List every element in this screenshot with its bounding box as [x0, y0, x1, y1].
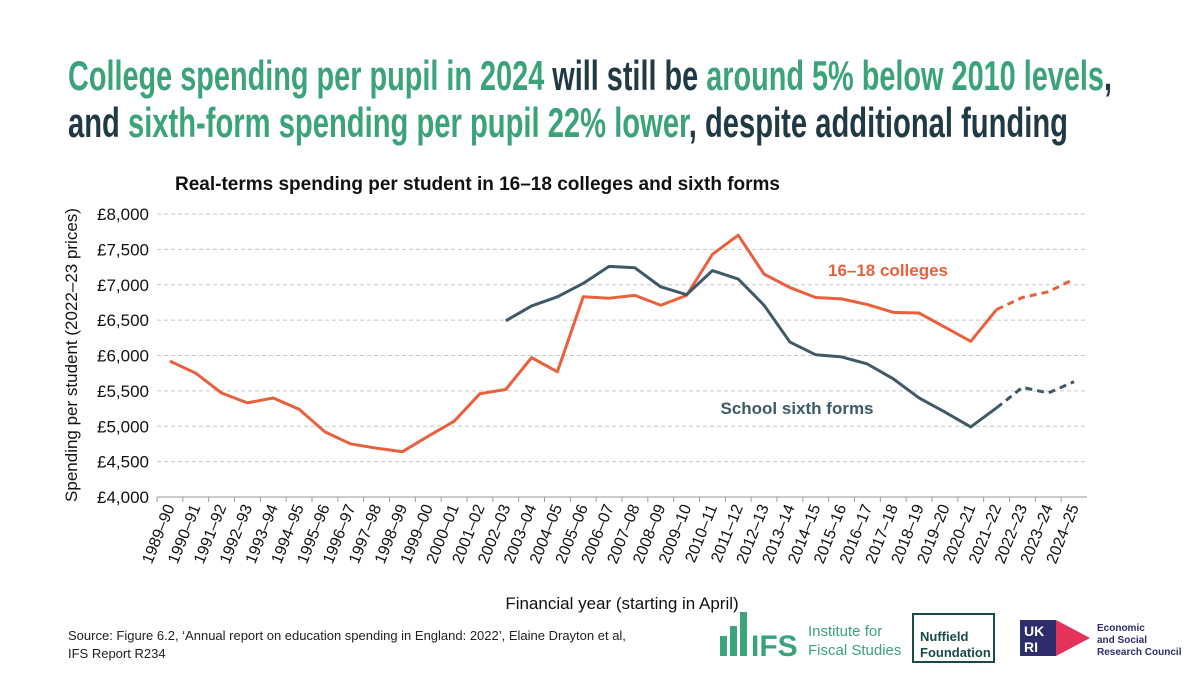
logo-shape	[1056, 620, 1090, 656]
projection-line	[995, 380, 1075, 410]
logo-text: Nuffield	[920, 629, 968, 644]
headline-segment: ,	[1104, 52, 1112, 99]
headline-segment: sixth-form spending per pupil 22% lower	[128, 99, 690, 146]
logo-text: Foundation	[920, 645, 991, 660]
logo-text: UK	[1024, 623, 1044, 639]
logo-text: Economic	[1097, 623, 1145, 634]
y-tick-label: £5,000	[97, 417, 149, 436]
headline-line: and sixth-form spending per pupil 22% lo…	[68, 99, 1068, 146]
logo-bar	[720, 636, 727, 656]
logo-text: Research Council	[1097, 647, 1182, 658]
logo-text: IFS	[751, 630, 798, 663]
logo-text: Institute for	[808, 623, 882, 640]
esrc-logo: UK RI Economic and Social Research Counc…	[1020, 620, 1182, 658]
x-axis-label: Financial year (starting in April)	[505, 594, 738, 613]
headline-segment: College spending per pupil in 2024	[68, 52, 545, 99]
logo-box	[1020, 620, 1056, 656]
y-tick-label: £7,000	[97, 276, 149, 295]
projection-line	[995, 277, 1075, 311]
series-label: School sixth forms	[720, 399, 873, 418]
headline: College spending per pupil in 2024 will …	[68, 52, 1112, 146]
headline-line: College spending per pupil in 2024 will …	[68, 52, 1112, 99]
y-tick-label: £5,500	[97, 382, 149, 401]
headline-segment: , despite additional funding	[689, 99, 1068, 146]
nuffield-logo: Nuffield Foundation	[912, 613, 995, 663]
series-line	[169, 233, 998, 454]
headline-segment: around 5% below 2010 levels	[706, 52, 1104, 99]
chart-title: Real-terms spending per student in 16–18…	[175, 174, 780, 195]
y-tick-label: £8,000	[97, 205, 149, 224]
series-line	[505, 264, 998, 429]
source: Source: Figure 6.2, ‘Annual report on ed…	[68, 628, 626, 643]
y-tick-label: £7,500	[97, 240, 149, 259]
logo-text: RI	[1024, 639, 1038, 655]
series-label: 16–18 colleges	[828, 261, 948, 280]
logo-text: Fiscal Studies	[808, 642, 901, 659]
logo-bar	[740, 612, 747, 656]
logo-bar	[730, 626, 737, 656]
logo-text: and Social	[1097, 635, 1147, 646]
source: IFS Report R234	[68, 646, 166, 661]
logo-frame	[912, 613, 995, 663]
y-tick-label: £6,000	[97, 347, 149, 366]
y-tick-label: £4,000	[97, 488, 149, 507]
headline-segment: and	[68, 99, 128, 146]
y-axis-label: Spending per student (2022–23 prices)	[62, 208, 81, 502]
y-tick-label: £4,500	[97, 453, 149, 472]
y-tick-label: £6,500	[97, 311, 149, 330]
headline-segment: will still be	[544, 52, 706, 99]
ifs-logo: IFS Institute for Fiscal Studies	[720, 612, 901, 663]
